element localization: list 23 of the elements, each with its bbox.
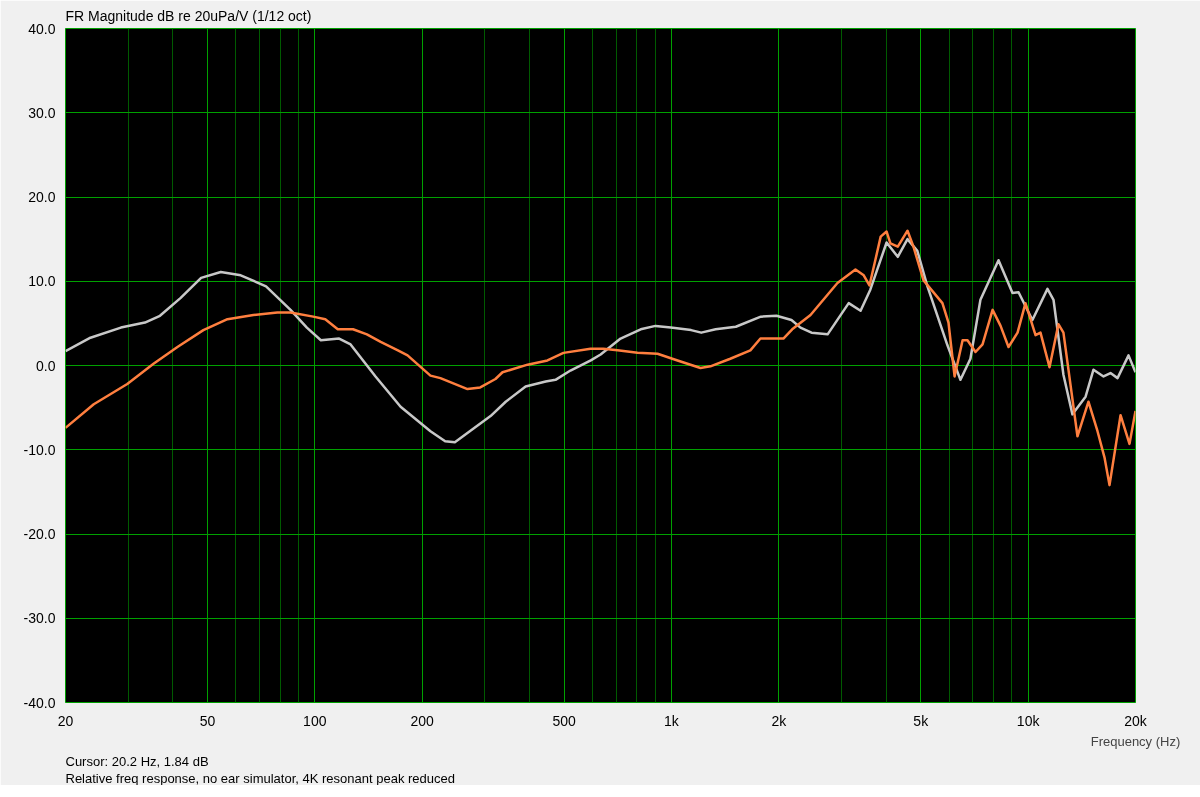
x-tick-label: 1k (664, 712, 680, 729)
x-axis-title: Frequency (Hz) (1090, 733, 1181, 749)
x-tick-label: 200 (410, 712, 435, 729)
y-tick-label: 0.0 (36, 357, 56, 374)
y-tick-label: -30.0 (23, 610, 56, 627)
x-tick-label: 10k (1016, 712, 1041, 729)
x-tick-label: 20 (57, 712, 74, 729)
y-tick-label: -10.0 (23, 441, 56, 458)
text: Relative freq response, no ear simulator, 4K resonant peak reduced (65, 770, 456, 786)
x-tick-label: 100 (303, 712, 327, 729)
y-tick-label: -20.0 (23, 526, 56, 542)
x-tick-label: 500 (552, 712, 576, 729)
y-tick-label: 40.0 (28, 20, 56, 37)
x-tick-label: 50 (199, 712, 216, 729)
y-tick-label: 20.0 (28, 189, 56, 205)
y-tick-label: -40.0 (23, 694, 56, 711)
y-tick-label: 10.0 (28, 273, 56, 290)
x-tick-label: 5k (913, 712, 930, 729)
x-tick-label: 2k (771, 712, 788, 729)
x-tick-label: 20k (1124, 712, 1148, 729)
chart-title: FR Magnitude dB re 20uPa/V (1/12 oct) (65, 7, 312, 24)
text: Cursor: 20.2 Hz, 1.84 dB (65, 753, 209, 769)
y-tick-label: 30.0 (28, 104, 56, 121)
